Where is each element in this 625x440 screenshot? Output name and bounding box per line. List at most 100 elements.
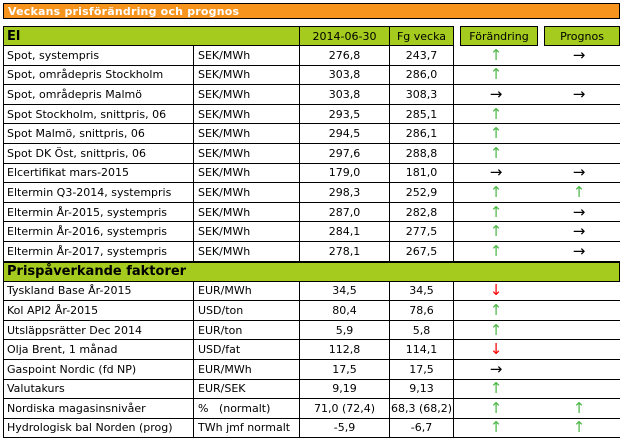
row-current-value: 5,9: [299, 320, 389, 341]
row-unit: EUR/MWh: [193, 281, 299, 302]
row-current-value: 112,8: [299, 340, 389, 360]
row-current-value: 17,5: [299, 359, 389, 380]
forecast-cell: [538, 301, 620, 321]
table-row: Elcertifikat mars-2015 SEK/MWh 179,0 181,0 →…: [3, 163, 620, 184]
change-cell: ↑: [454, 46, 538, 66]
row-previous-value: 288,8: [389, 143, 454, 164]
forecast-cell: ↑: [538, 419, 620, 439]
table-title: Veckans prisförändring och prognos: [3, 3, 620, 19]
table-row: Spot, områdepris Stockholm SEK/MWh 303,8 28…: [3, 65, 620, 86]
change-cell: ↑: [454, 321, 538, 341]
change-cell: ↑: [454, 301, 538, 321]
row-current-value: 71,0 (72,4): [299, 399, 389, 419]
row-unit: SEK/MWh: [193, 202, 299, 223]
row-current-value: 276,8: [299, 46, 389, 66]
row-previous-value: 34,5: [389, 281, 454, 302]
row-previous-value: 282,8: [389, 202, 454, 223]
row-current-value: -5,9: [299, 418, 389, 439]
row-label: Eltermin År-2015, systempris: [3, 202, 193, 223]
row-previous-value: 286,0: [389, 65, 454, 86]
row-previous-value: 285,1: [389, 104, 454, 125]
forecast-cell: →: [538, 164, 620, 184]
row-current-value: 278,1: [299, 241, 389, 262]
row-label: Eltermin Q3-2014, systempris: [3, 183, 193, 203]
row-unit: SEK/MWh: [193, 65, 299, 86]
row-label: Spot Stockholm, snittpris, 06: [3, 104, 193, 125]
row-previous-value: 277,5: [389, 222, 454, 242]
change-cell: ↑: [454, 183, 538, 203]
table-row: Spot, systempris SEK/MWh 276,8 243,7 ↑ →: [3, 46, 620, 66]
row-current-value: 9,19: [299, 379, 389, 400]
row-previous-value: 267,5: [389, 241, 454, 262]
row-label: Valutakurs: [3, 379, 193, 400]
row-label: Spot, områdepris Malmö: [3, 85, 193, 105]
row-unit: TWh jmf normalt: [193, 418, 299, 439]
forecast-cell: [538, 380, 620, 400]
table-row: Nordiska magasinsnivåer% (normalt) 71,0 (…: [3, 399, 620, 419]
forecast-cell: [538, 124, 620, 144]
row-unit: SEK/MWh: [193, 104, 299, 125]
row-unit: EUR/MWh: [193, 359, 299, 380]
table-row: Hydrologisk bal Norden (prog) TWh jmf nor…: [3, 418, 620, 439]
up-arrow-icon: ↑: [489, 301, 503, 319]
forecast-cell: ↑: [538, 183, 620, 203]
row-current-value: 179,0: [299, 163, 389, 184]
right-arrow-icon: →: [489, 85, 503, 103]
row-unit: % (normalt): [193, 399, 299, 419]
forecast-cell: →: [538, 242, 620, 262]
el-section-header-row: El 2014-06-30 Fg vecka Förändring Progno…: [3, 26, 620, 46]
row-current-value: 303,8: [299, 65, 389, 86]
right-arrow-icon: →: [572, 241, 586, 260]
row-unit: EUR/SEK: [193, 379, 299, 400]
table-row: Spot, områdepris Malmö SEK/MWh 303,8 308,3 →…: [3, 85, 620, 105]
right-arrow-icon: →: [489, 163, 503, 182]
change-cell: →: [454, 85, 538, 105]
row-current-value: 80,4: [299, 301, 389, 321]
row-previous-value: 17,5: [389, 359, 454, 380]
row-label: Eltermin År-2016, systempris: [3, 222, 193, 242]
change-cell: ↑: [454, 203, 538, 223]
change-cell: ↑: [454, 222, 538, 242]
row-unit: USD/fat: [193, 340, 299, 360]
forecast-cell: [538, 360, 620, 380]
up-arrow-icon: ↑: [489, 143, 503, 162]
right-arrow-icon: →: [572, 163, 586, 182]
table-row: Spot Malmö, snittpris, 06 SEK/MWh 294,5 286…: [3, 124, 620, 144]
section-title-el: El: [3, 26, 299, 46]
row-label: Elcertifikat mars-2015: [3, 163, 193, 184]
row-label: Olja Brent, 1 månad: [3, 340, 193, 360]
row-current-value: 34,5: [299, 281, 389, 302]
section-header-prispaverkande: Prispåverkande faktorer: [3, 261, 620, 282]
row-label: Hydrologisk bal Norden (prog): [3, 418, 193, 439]
row-label: Spot, områdepris Stockholm: [3, 65, 193, 86]
change-cell: ↑: [454, 144, 538, 164]
table-row: Utsläppsrätter Dec 2014 EUR/ton 5,9 5,8 ↑: [3, 320, 620, 341]
forecast-cell: [538, 144, 620, 164]
row-unit: EUR/ton: [193, 320, 299, 341]
right-arrow-icon: →: [489, 359, 503, 378]
table-row: Spot Stockholm, snittpris, 06 SEK/MWh 293,…: [3, 104, 620, 125]
row-unit: SEK/MWh: [193, 46, 299, 66]
row-unit: SEK/MWh: [193, 124, 299, 144]
up-arrow-icon: ↑: [489, 399, 503, 417]
row-label: Spot Malmö, snittpris, 06: [3, 124, 193, 144]
weekly-price-report-table: Veckans prisförändring och prognos El 20…: [3, 3, 620, 439]
column-header-date: 2014-06-30: [299, 26, 389, 46]
right-arrow-icon: →: [572, 46, 586, 64]
change-cell: →: [454, 164, 538, 184]
up-arrow-icon: ↑: [489, 241, 503, 260]
right-arrow-icon: →: [572, 202, 586, 221]
forecast-cell: [538, 321, 620, 341]
table-row: Eltermin År-2017, systempris SEK/MWh 278,1…: [3, 241, 620, 262]
change-cell: →: [454, 360, 538, 380]
spacer: [3, 19, 620, 26]
forecast-cell: [538, 340, 620, 360]
up-arrow-icon: ↑: [572, 418, 586, 437]
row-current-value: 284,1: [299, 222, 389, 242]
down-arrow-icon: ↓: [489, 340, 503, 359]
forecast-cell: →: [538, 46, 620, 66]
table-row: Tyskland Base År-2015 EUR/MWh 34,5 34,5 ↓: [3, 281, 620, 302]
row-label: Kol API2 År-2015: [3, 301, 193, 321]
column-header-prognos: Prognos: [544, 26, 620, 46]
row-previous-value: 243,7: [389, 46, 454, 66]
